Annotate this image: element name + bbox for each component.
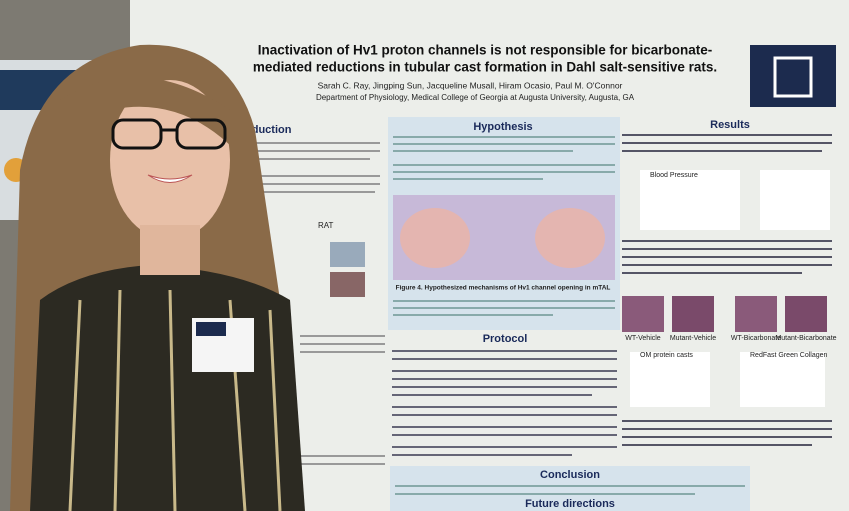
section-header: Future directions [525,498,615,510]
cell-diagram [400,208,470,268]
glasses [111,118,227,150]
chart-panel [640,170,740,230]
cell-diagram [535,208,605,268]
smile [147,174,193,183]
text-lines [395,485,745,495]
text-lines [393,136,615,316]
section-header: Protocol [483,333,528,345]
logo [750,45,836,107]
section-header: oduction [245,124,292,136]
image-label: WT-Bicarbonate [731,335,781,342]
poster-title: mediated reductions in tubular cast form… [253,60,717,75]
panel-label: Blood Pressure [650,172,698,179]
badge-logo [196,322,226,336]
panel-label: OM protein casts [640,352,693,359]
figure-caption: Figure 4. Hypothesized mechanisms of Hv1… [396,285,611,292]
image-label: WT-Vehicle [625,335,661,342]
affiliation: Department of Physiology, Medical Colleg… [316,93,635,102]
micrograph [330,272,365,297]
rat-label: RAT [318,221,334,230]
section-header: Results [710,119,750,131]
micrograph [622,296,664,332]
text-lines [250,142,385,465]
section-header: Conclusion [540,469,600,481]
chart-panel [760,170,830,230]
micrograph [735,296,777,332]
micrograph [330,242,365,267]
chart-panel [740,352,825,407]
micrograph [672,296,714,332]
hair-top [60,77,235,150]
text-lines [392,350,617,456]
poster-title: Inactivation of Hv1 proton channels is n… [258,43,713,58]
text-lines [622,134,832,446]
image-label: Mutant-Bicarbonate [775,335,836,342]
section-header: Hypothesis [473,121,532,133]
conclusion-box [390,466,750,511]
authors: Sarah C. Ray, Jingping Sun, Jacqueline M… [318,80,623,90]
image-label: Mutant-Vehicle [670,335,716,342]
logo-mark [773,56,813,98]
neck [140,225,200,275]
panel-label: RedFast Green Collagen [750,352,828,359]
chart-panel [630,352,710,407]
micrograph [785,296,827,332]
